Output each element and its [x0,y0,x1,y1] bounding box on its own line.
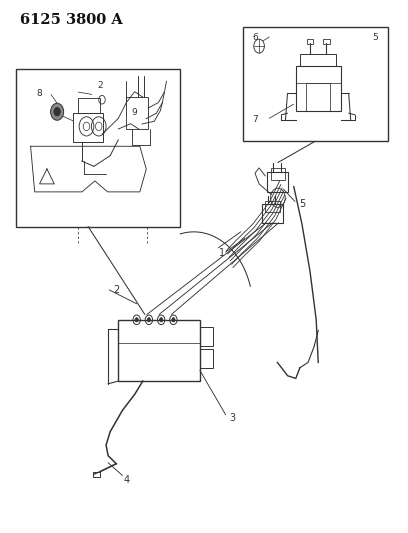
Circle shape [160,318,163,322]
Text: 6125 3800 A: 6125 3800 A [20,13,123,27]
Circle shape [51,103,64,120]
Text: 2: 2 [97,81,103,90]
Bar [73,113,103,142]
Text: 5: 5 [373,33,378,42]
Bar [267,172,288,192]
Bar [271,168,285,180]
Circle shape [135,318,138,322]
Text: 8: 8 [36,89,42,98]
Bar [306,83,330,111]
Bar [265,201,280,212]
Bar [200,349,213,368]
Bar [323,38,330,44]
Text: 2: 2 [113,286,120,295]
Bar [296,66,341,111]
Text: 4: 4 [123,475,130,484]
Bar [93,472,100,477]
Circle shape [147,318,151,322]
Bar [300,54,337,66]
Text: 7: 7 [252,116,258,124]
Text: 9: 9 [132,109,137,117]
Bar [200,327,213,346]
Bar [118,320,200,381]
Text: 5: 5 [299,199,305,208]
Bar [16,69,180,227]
Bar [307,38,313,44]
Text: 1: 1 [219,248,226,258]
Bar [78,98,100,113]
Circle shape [54,108,60,116]
Bar [243,27,388,141]
Text: 3: 3 [229,414,236,423]
Bar [262,204,283,223]
Bar [126,98,148,130]
Text: 6: 6 [252,33,258,42]
Circle shape [172,318,175,322]
